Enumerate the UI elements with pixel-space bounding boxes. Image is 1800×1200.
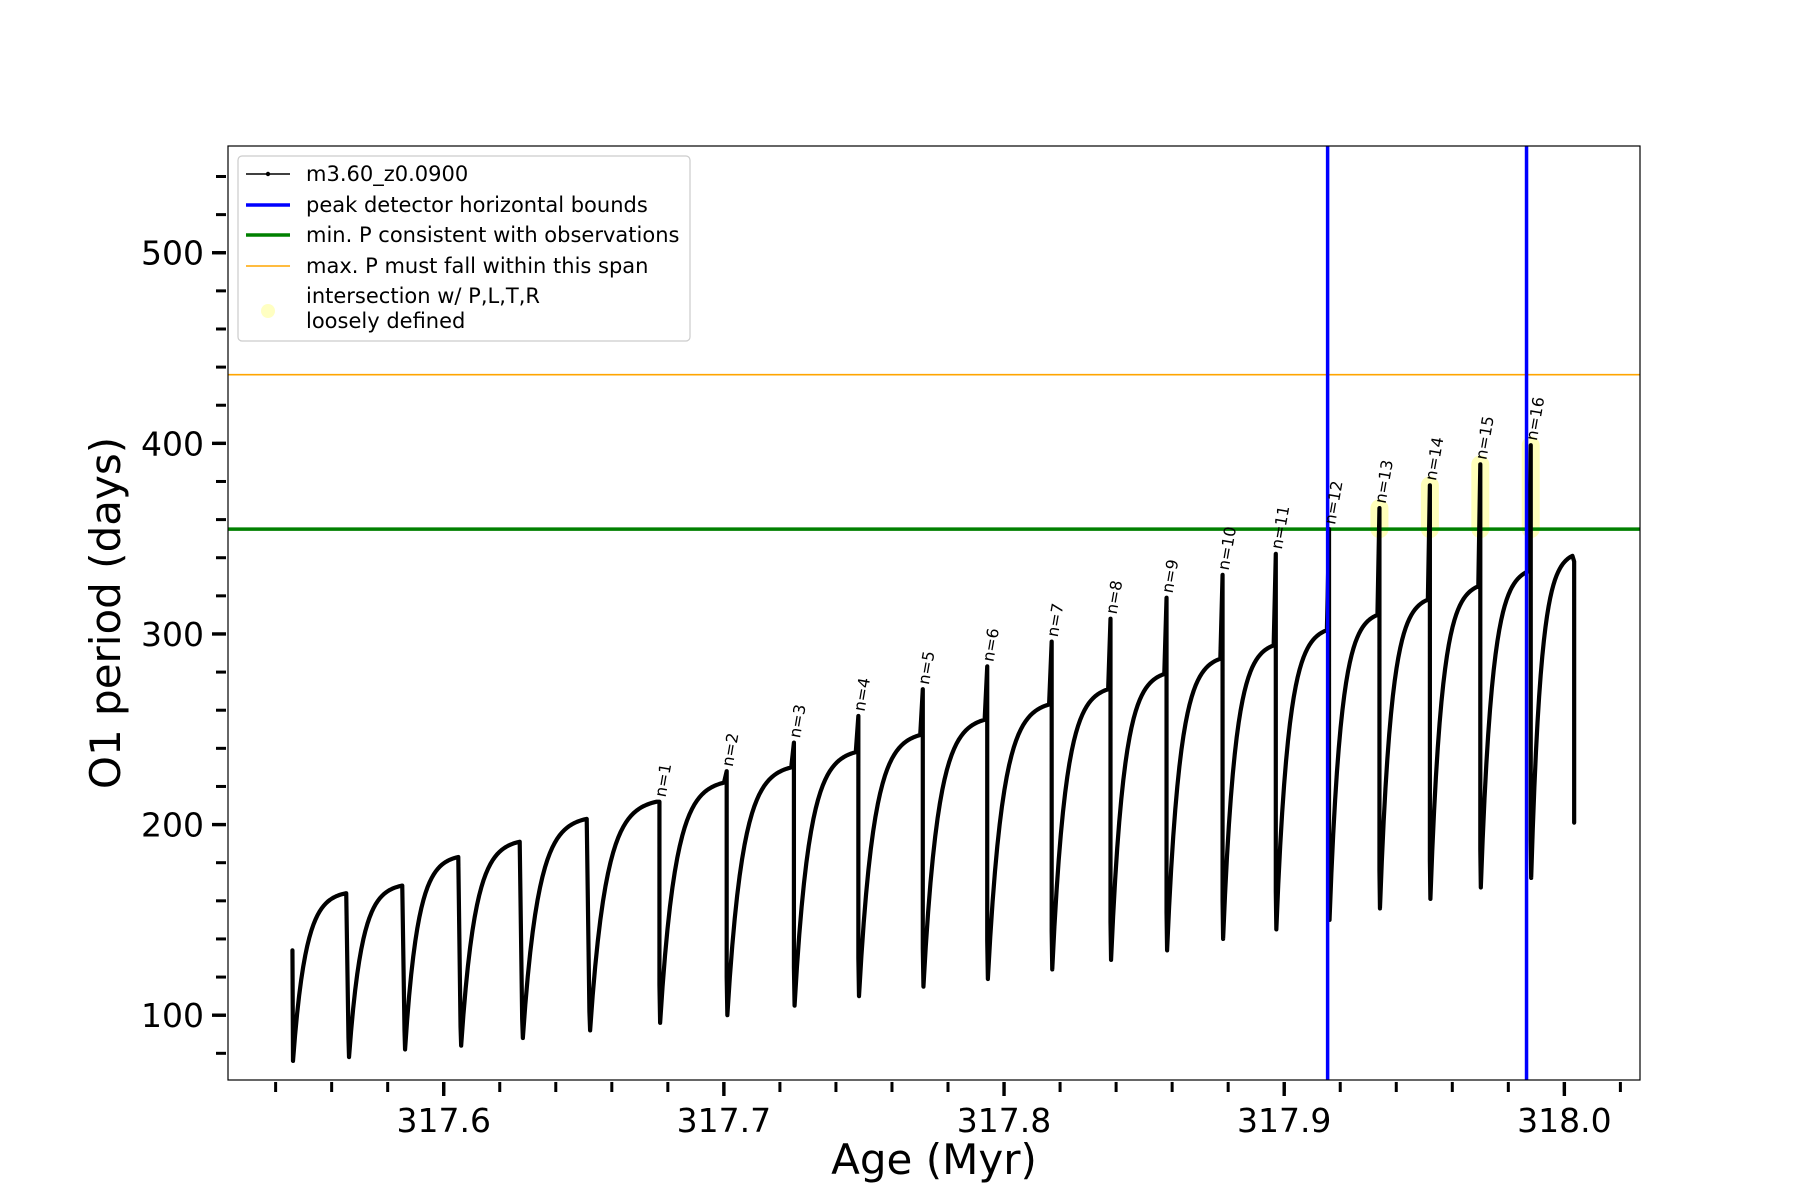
legend: m3.60_z0.0900 peak detector horizontal b… [237, 155, 691, 342]
x-tick-label: 317.9 [1237, 1101, 1331, 1140]
legend-label-series: m3.60_z0.0900 [306, 162, 468, 187]
x-tick-label: 317.8 [957, 1101, 1051, 1140]
legend-box [237, 155, 691, 342]
x-tick-label: 317.7 [677, 1101, 771, 1140]
series-line-m3.60_z0.0900 [290, 443, 1577, 1064]
y-tick-label: 400 [141, 424, 204, 463]
y-tick-label: 200 [141, 806, 204, 845]
x-tick-label: 317.6 [396, 1101, 490, 1140]
legend-label-intersection: intersection w/ P,L,T,R [306, 284, 540, 308]
y-axis-title: O1 period (days) [81, 437, 130, 789]
vertical-lines [1325, 146, 1529, 1080]
x-axis-title: Age (Myr) [831, 1135, 1037, 1184]
y-tick-label: 100 [141, 996, 204, 1035]
x-tick-label: 318.0 [1517, 1101, 1611, 1140]
legend-swatch-intersection [261, 304, 275, 318]
y-tick-label: 500 [141, 234, 204, 273]
legend-label-max-period: max. P must fall within this span [306, 254, 648, 278]
series-layer [290, 443, 1577, 1064]
legend-label-intersection-line2: loosely defined [306, 309, 465, 333]
y-tick-label: 300 [141, 615, 204, 654]
legend-label-bounds: peak detector horizontal bounds [306, 193, 648, 217]
y-axis-ticks: 100 200 300 400 500 [141, 174, 226, 1055]
legend-swatch-series-marker [265, 171, 271, 177]
legend-label-min-period: min. P consistent with observations [306, 223, 679, 247]
horizontal-lines [228, 373, 1640, 531]
x-axis-ticks: 317.6 317.7 317.8 317.9 318.0 [274, 1082, 1622, 1140]
plot-frame [227, 145, 1641, 1081]
